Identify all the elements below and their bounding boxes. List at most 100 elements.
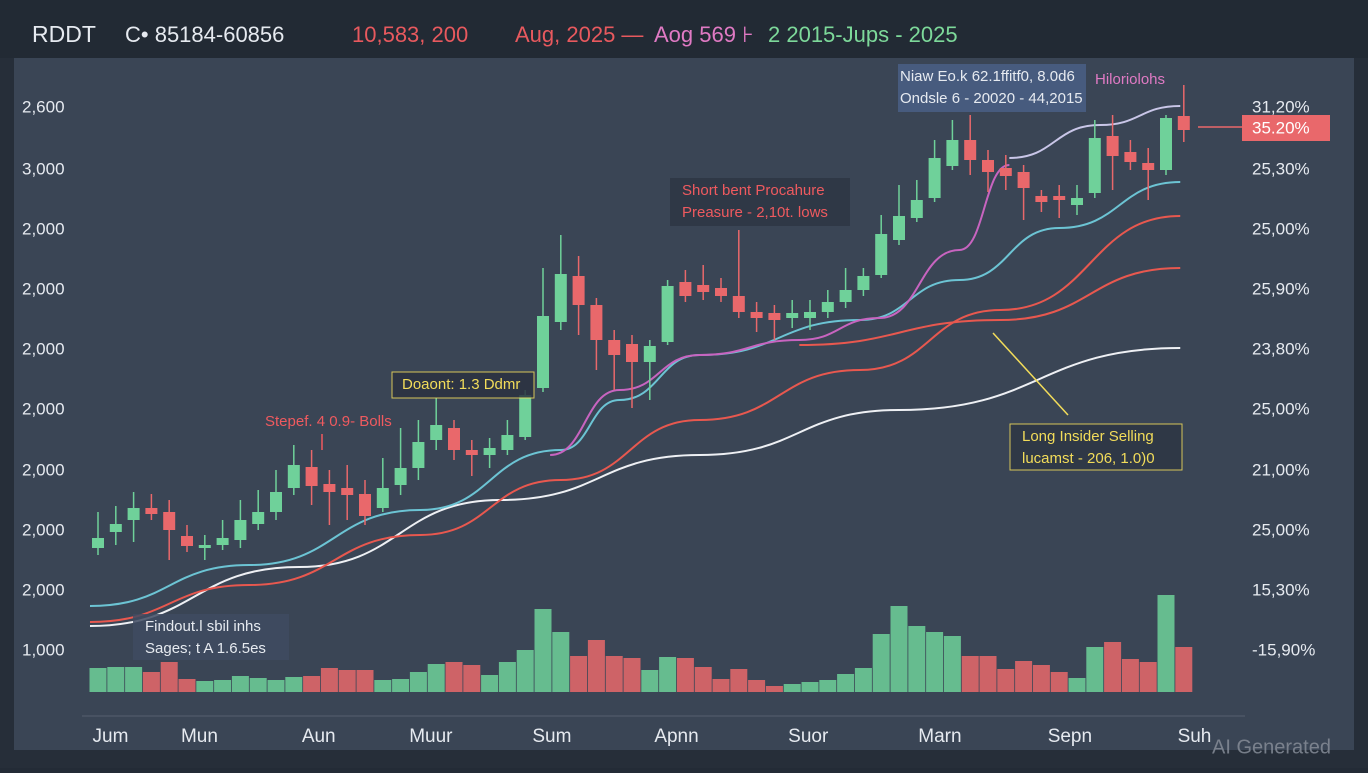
volume-bar: [320, 668, 338, 692]
annotation-text: Sages; t A 1.6.5es: [145, 640, 266, 657]
annotation-text: Niaw Eo.k 62.1ffitf0, 8.0d6: [900, 68, 1075, 85]
x-tick-label: Marn: [918, 726, 961, 747]
ma-line: [1009, 105, 1181, 159]
candle-body: [964, 140, 977, 160]
volume-bar: [160, 662, 178, 692]
volume-bar: [908, 626, 926, 692]
candle-body: [163, 512, 176, 530]
ma-line: [550, 164, 1010, 456]
ma-line: [799, 267, 1181, 346]
candle-body: [661, 286, 674, 342]
candle-body: [1177, 116, 1190, 130]
annotation-box: [391, 371, 535, 399]
x-tick-label: Muur: [409, 726, 453, 747]
x-tick-label: Suh: [1178, 726, 1212, 747]
candle-body: [626, 344, 638, 362]
volume-bar: [1086, 647, 1104, 692]
candle-body: [715, 288, 727, 296]
volume-bar: [890, 606, 908, 692]
volume-bar: [231, 676, 249, 692]
candle-body: [732, 296, 745, 312]
volume-bar: [1139, 662, 1157, 692]
volume-bar: [409, 672, 427, 692]
x-tick-label: Mun: [181, 726, 218, 747]
volume-bar: [748, 680, 766, 692]
candle-body: [608, 340, 621, 355]
volume-bar: [587, 640, 605, 692]
volume-bar: [694, 667, 712, 692]
volume-bar: [463, 665, 481, 692]
candle-body: [109, 524, 122, 532]
y2-tick-label: 25,00%: [1252, 399, 1310, 418]
annotation-text: Preasure - 2,10t. lows: [682, 204, 828, 221]
candle-body: [982, 160, 994, 172]
header-bar: [0, 0, 1368, 58]
x-tick-label: Sepn: [1048, 726, 1092, 747]
candle-body: [252, 512, 265, 524]
volume-bar: [285, 677, 303, 692]
y-tick-label: 2,000: [22, 580, 65, 599]
volume-bar: [534, 609, 552, 692]
candle-body: [750, 312, 763, 318]
candle-body: [786, 313, 799, 318]
volume-bar: [178, 679, 196, 692]
candle-body: [537, 316, 549, 388]
volume-bar: [1175, 647, 1193, 692]
last-price-label: 35.20%: [1252, 118, 1310, 137]
ma-line: [89, 215, 1181, 623]
annotation-text: Doaont: 1.3 Ddmr: [402, 376, 520, 393]
candle-body: [821, 302, 834, 312]
header-item: C• 85184-60856: [125, 22, 284, 47]
candle-body: [412, 442, 425, 468]
y2-tick-label: 25,90%: [1252, 279, 1310, 298]
x-tick-label: Apnn: [654, 726, 698, 747]
candle-body: [448, 428, 460, 450]
annotation-text: Long Insider Selling: [1022, 428, 1154, 445]
candle-body: [430, 425, 443, 440]
volume-bar: [979, 656, 997, 692]
volume-bar: [819, 680, 837, 692]
volume-bar: [765, 686, 783, 692]
annotation-pointer: [992, 332, 1069, 416]
candle-body: [1106, 136, 1119, 156]
candle-body: [341, 488, 354, 495]
x-tick-label: Jum: [93, 726, 129, 747]
candle-body: [234, 520, 247, 540]
volume-bar: [1050, 672, 1068, 692]
volume-bar: [125, 667, 143, 692]
volume-bar: [267, 680, 285, 692]
y-tick-label: 2,000: [22, 460, 65, 479]
volume-bar: [854, 668, 872, 692]
volume-bar: [730, 669, 748, 692]
volume-bar: [427, 664, 445, 692]
annotation-text: Short bent Procahure: [682, 182, 825, 199]
candle-body: [857, 276, 870, 290]
candle-body: [875, 234, 888, 275]
annotation-text: Findout.l sbil inhs: [145, 618, 261, 635]
y-tick-label: 2,000: [22, 279, 65, 298]
candle-body: [839, 290, 852, 302]
candle-body: [287, 465, 300, 488]
volume-bar: [196, 681, 214, 692]
y2-tick-label: 31,20%: [1252, 97, 1310, 116]
candle-body: [572, 276, 585, 305]
x-tick-label: Aun: [302, 726, 336, 747]
annotation-box: [1009, 423, 1183, 471]
volume-bar: [374, 680, 392, 692]
annotation-box: [670, 178, 850, 226]
candle-body: [145, 508, 158, 514]
candle-body: [270, 492, 282, 512]
volume-bar: [498, 662, 516, 692]
candle-body: [323, 484, 336, 492]
header-item: Aug, 2025 —: [515, 22, 643, 47]
x-tick-label: Suor: [788, 726, 829, 747]
y2-tick-label: 15,30%: [1252, 580, 1310, 599]
y2-tick-label: 21,00%: [1252, 460, 1310, 479]
y-tick-label: 2,000: [22, 399, 65, 418]
candle-body: [216, 538, 229, 545]
volume-bar: [214, 680, 232, 692]
y-tick-label: 2,000: [22, 339, 65, 358]
candle-body: [1142, 163, 1155, 170]
volume-bar: [926, 632, 944, 692]
